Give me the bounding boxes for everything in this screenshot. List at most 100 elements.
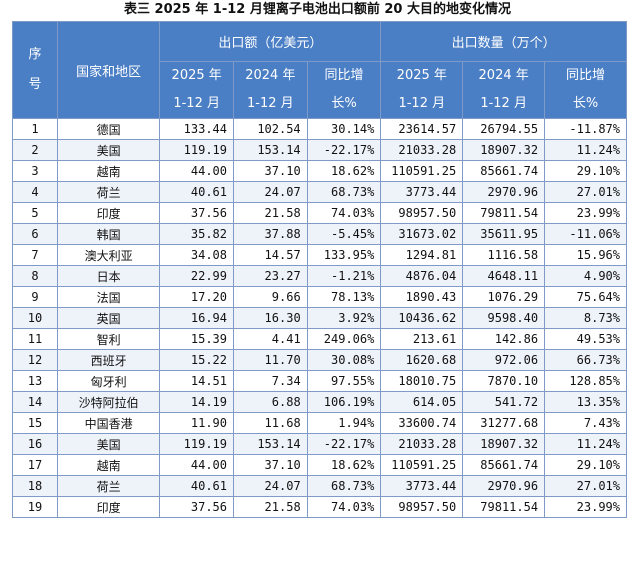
table-row: 6 韩国 35.82 37.88 -5.45% 31673.02 35611.95 -11.0… xyxy=(11,223,627,245)
table-header: 序 号 国家和地区 出口额（亿美元） 出口数量（万个） 2025 年 1-12 … xyxy=(11,21,627,119)
cell-qty-2024: 2970.96 xyxy=(462,181,546,203)
cell-value-2025: 11.90 xyxy=(159,412,234,434)
cell-seq: 5 xyxy=(11,202,59,224)
cell-value-2025: 133.44 xyxy=(159,118,234,140)
cell-seq: 3 xyxy=(11,160,59,182)
cell-qty-yoy: 7.43% xyxy=(544,412,627,434)
cell-value-yoy: 78.13% xyxy=(306,286,382,308)
cell-value-2025: 37.56 xyxy=(159,496,234,518)
table-row: 13 匈牙利 14.51 7.34 97.55% 18010.75 7870.10 128.8… xyxy=(11,370,627,392)
cell-value-yoy: -5.45% xyxy=(306,223,382,245)
table-body: 1 德国 133.44 102.54 30.14% 23614.57 26794.55 -11… xyxy=(11,118,627,518)
cell-qty-2025: 1890.43 xyxy=(380,286,464,308)
cell-value-2024: 37.10 xyxy=(233,160,308,182)
table-row: 17 越南 44.00 37.10 18.62% 110591.25 85661.74 29.… xyxy=(11,454,627,476)
cell-seq: 18 xyxy=(11,475,59,497)
cell-value-yoy: 68.73% xyxy=(306,181,382,203)
cell-value-2024: 11.68 xyxy=(233,412,308,434)
cell-value-2025: 35.82 xyxy=(159,223,234,245)
header-value-yoy-line2: 长% xyxy=(331,96,357,111)
cell-qty-2024: 35611.95 xyxy=(462,223,546,245)
cell-country: 日本 xyxy=(57,265,161,287)
cell-qty-2025: 1620.68 xyxy=(380,349,464,371)
table-row: 15 中国香港 11.90 11.68 1.94% 33600.74 31277.68 7.4… xyxy=(11,412,627,434)
cell-value-2025: 119.19 xyxy=(159,139,234,161)
cell-value-yoy: 1.94% xyxy=(306,412,382,434)
cell-value-2025: 14.19 xyxy=(159,391,234,413)
cell-country: 美国 xyxy=(57,139,161,161)
cell-country: 印度 xyxy=(57,496,161,518)
table-row: 14 沙特阿拉伯 14.19 6.88 106.19% 614.05 541.72 13.35… xyxy=(11,391,627,413)
cell-seq: 9 xyxy=(11,286,59,308)
cell-value-2025: 40.61 xyxy=(159,181,234,203)
header-qty-2025: 2025 年 1-12 月 xyxy=(380,61,464,119)
cell-seq: 4 xyxy=(11,181,59,203)
cell-qty-yoy: 11.24% xyxy=(544,139,627,161)
table-row: 5 印度 37.56 21.58 74.03% 98957.50 79811.54 23.99… xyxy=(11,202,627,224)
cell-value-yoy: -22.17% xyxy=(306,433,382,455)
cell-qty-2024: 142.86 xyxy=(462,328,546,350)
cell-value-2024: 102.54 xyxy=(233,118,308,140)
cell-value-yoy: 249.06% xyxy=(306,328,382,350)
cell-value-2024: 24.07 xyxy=(233,181,308,203)
header-value-2024-year: 2024 年 xyxy=(245,68,296,83)
cell-value-2024: 9.66 xyxy=(233,286,308,308)
cell-qty-yoy: 4.90% xyxy=(544,265,627,287)
cell-value-yoy: 3.92% xyxy=(306,307,382,329)
cell-value-yoy: 30.14% xyxy=(306,118,382,140)
cell-value-2024: 14.57 xyxy=(233,244,308,266)
cell-qty-2024: 1116.58 xyxy=(462,244,546,266)
table-row: 7 澳大利亚 34.08 14.57 133.95% 1294.81 1116.58 15.9… xyxy=(11,244,627,266)
cell-value-2025: 34.08 xyxy=(159,244,234,266)
cell-qty-yoy: 27.01% xyxy=(544,475,627,497)
cell-qty-2025: 21033.28 xyxy=(380,139,464,161)
cell-country: 印度 xyxy=(57,202,161,224)
cell-country: 荷兰 xyxy=(57,475,161,497)
header-seq-line2: 号 xyxy=(28,77,42,92)
cell-qty-2024: 7870.10 xyxy=(462,370,546,392)
cell-value-2025: 37.56 xyxy=(159,202,234,224)
cell-value-2024: 37.10 xyxy=(233,454,308,476)
table-row: 8 日本 22.99 23.27 -1.21% 4876.04 4648.11 4.90% xyxy=(11,265,627,287)
header-seq-line1: 序 xyxy=(28,47,42,62)
table-row: 2 美国 119.19 153.14 -22.17% 21033.28 18907.32 11… xyxy=(11,139,627,161)
header-export-value-group: 出口额（亿美元） xyxy=(159,21,382,62)
cell-country: 澳大利亚 xyxy=(57,244,161,266)
cell-qty-2025: 10436.62 xyxy=(380,307,464,329)
cell-country: 越南 xyxy=(57,160,161,182)
cell-qty-2025: 110591.25 xyxy=(380,454,464,476)
cell-seq: 10 xyxy=(11,307,59,329)
cell-value-2024: 4.41 xyxy=(233,328,308,350)
cell-qty-yoy: 75.64% xyxy=(544,286,627,308)
cell-country: 中国香港 xyxy=(57,412,161,434)
cell-seq: 15 xyxy=(11,412,59,434)
cell-value-2024: 21.58 xyxy=(233,202,308,224)
cell-qty-2025: 18010.75 xyxy=(380,370,464,392)
cell-qty-2024: 18907.32 xyxy=(462,433,546,455)
cell-value-yoy: 133.95% xyxy=(306,244,382,266)
header-value-2025: 2025 年 1-12 月 xyxy=(159,61,234,119)
cell-country: 韩国 xyxy=(57,223,161,245)
cell-value-2024: 7.34 xyxy=(233,370,308,392)
cell-qty-2024: 541.72 xyxy=(462,391,546,413)
table-row: 16 美国 119.19 153.14 -22.17% 21033.28 18907.32 1… xyxy=(11,433,627,455)
cell-qty-2024: 2970.96 xyxy=(462,475,546,497)
cell-qty-yoy: 23.99% xyxy=(544,496,627,518)
table-row: 10 英国 16.94 16.30 3.92% 10436.62 9598.40 8.73% xyxy=(11,307,627,329)
cell-seq: 11 xyxy=(11,328,59,350)
cell-value-2024: 11.70 xyxy=(233,349,308,371)
cell-value-2025: 44.00 xyxy=(159,160,234,182)
cell-qty-2024: 85661.74 xyxy=(462,160,546,182)
cell-qty-2025: 213.61 xyxy=(380,328,464,350)
cell-qty-2024: 18907.32 xyxy=(462,139,546,161)
cell-qty-2024: 972.06 xyxy=(462,349,546,371)
header-qty-2025-period: 1-12 月 xyxy=(398,96,446,111)
cell-qty-2025: 98957.50 xyxy=(380,202,464,224)
header-qty-2025-year: 2025 年 xyxy=(396,68,447,83)
cell-qty-2025: 614.05 xyxy=(380,391,464,413)
cell-qty-2025: 3773.44 xyxy=(380,475,464,497)
cell-value-2024: 21.58 xyxy=(233,496,308,518)
cell-qty-2025: 4876.04 xyxy=(380,265,464,287)
cell-value-yoy: 30.08% xyxy=(306,349,382,371)
cell-seq: 6 xyxy=(11,223,59,245)
